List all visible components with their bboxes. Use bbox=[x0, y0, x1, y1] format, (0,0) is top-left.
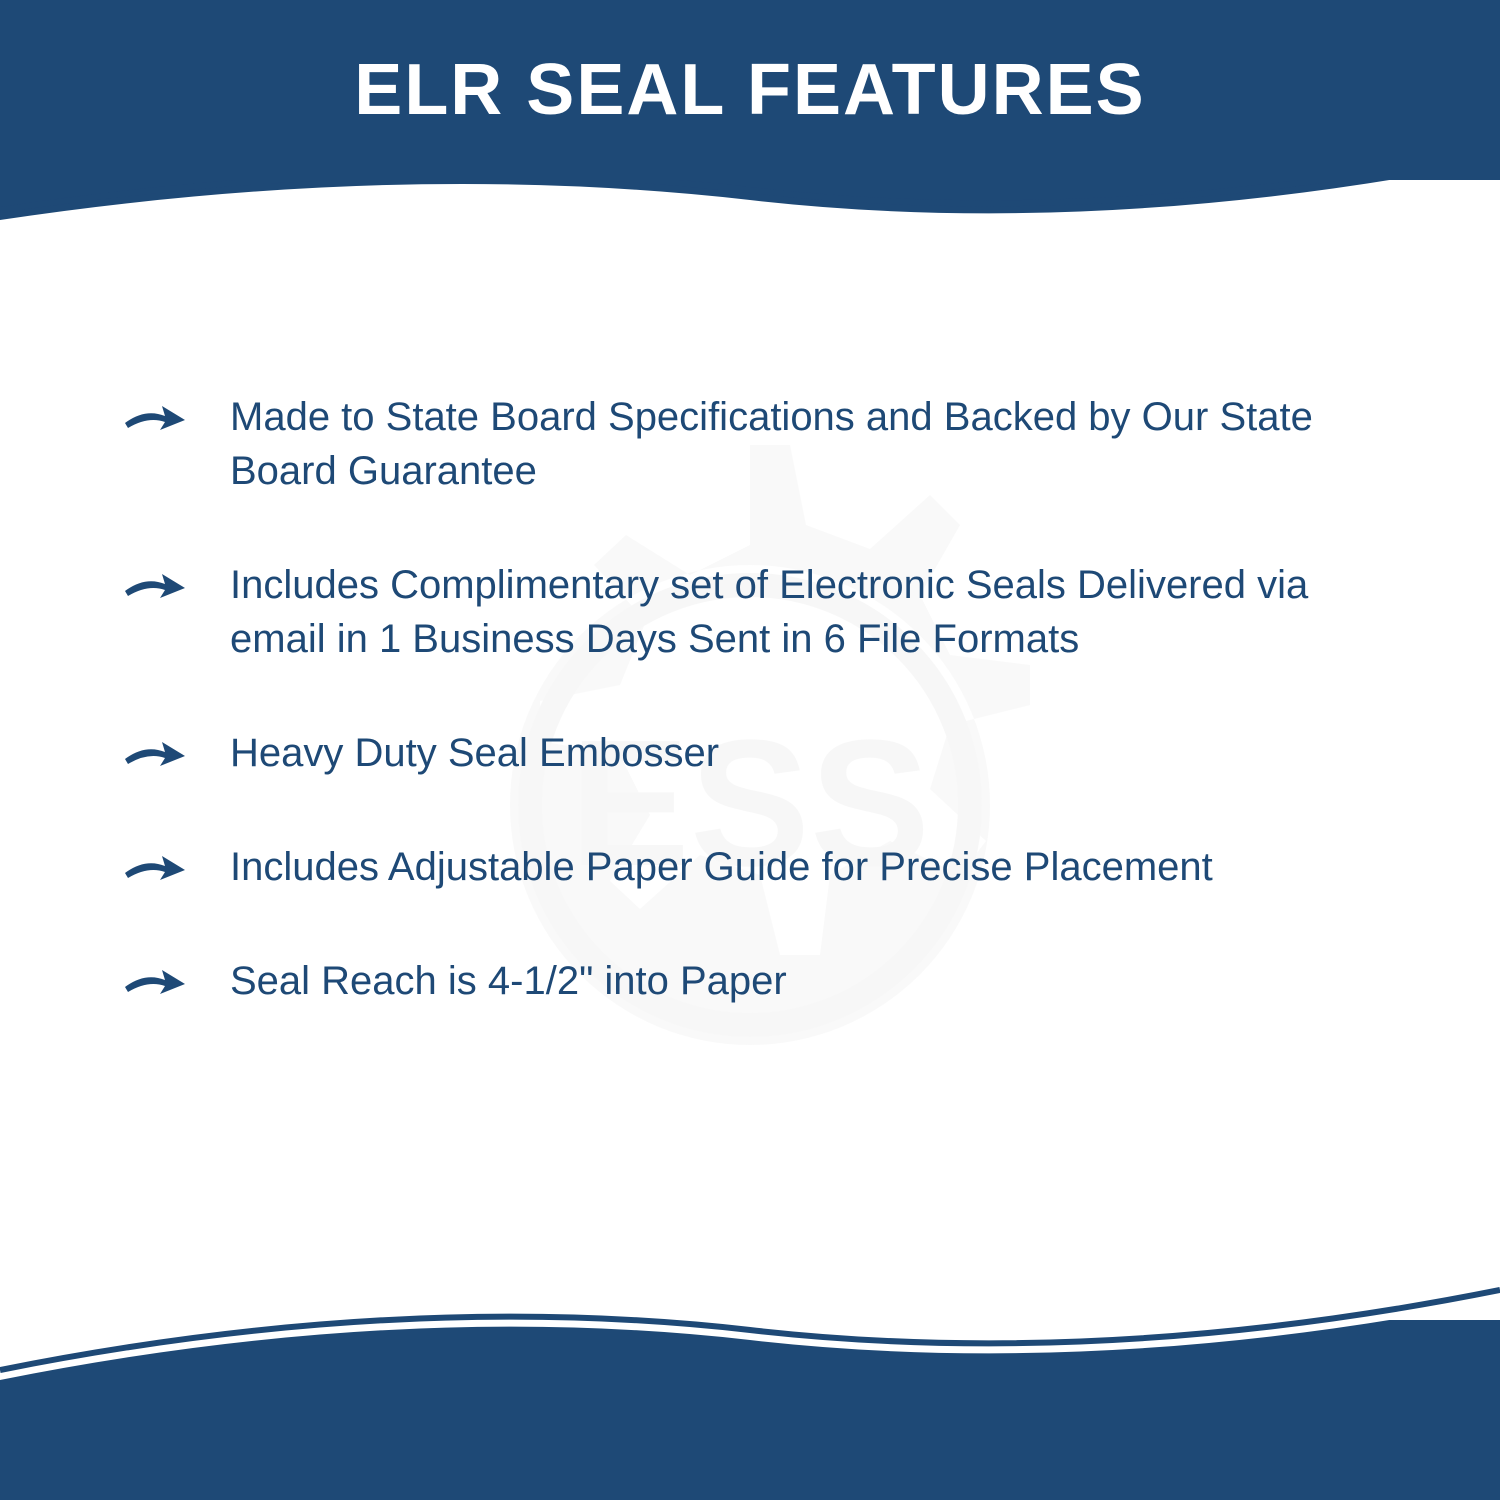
arrow-right-icon bbox=[120, 848, 190, 888]
feature-item: Includes Adjustable Paper Guide for Prec… bbox=[120, 840, 1380, 894]
header: ELR SEAL FEATURES bbox=[0, 0, 1500, 180]
feature-item: Made to State Board Specifications and B… bbox=[120, 390, 1380, 498]
feature-item: Heavy Duty Seal Embosser bbox=[120, 726, 1380, 780]
feature-text: Made to State Board Specifications and B… bbox=[230, 390, 1380, 498]
bottom-wave-decoration bbox=[0, 1200, 1500, 1400]
page-title: ELR SEAL FEATURES bbox=[354, 49, 1145, 131]
content-area: ESS Made to State Board Specifications a… bbox=[0, 280, 1500, 1330]
feature-text: Seal Reach is 4-1/2" into Paper bbox=[230, 954, 787, 1008]
arrow-right-icon bbox=[120, 566, 190, 606]
feature-item: Seal Reach is 4-1/2" into Paper bbox=[120, 954, 1380, 1008]
arrow-right-icon bbox=[120, 398, 190, 438]
features-list: Made to State Board Specifications and B… bbox=[120, 360, 1380, 1008]
arrow-right-icon bbox=[120, 734, 190, 774]
feature-text: Heavy Duty Seal Embosser bbox=[230, 726, 719, 780]
feature-text: Includes Adjustable Paper Guide for Prec… bbox=[230, 840, 1213, 894]
arrow-right-icon bbox=[120, 962, 190, 1002]
feature-item: Includes Complimentary set of Electronic… bbox=[120, 558, 1380, 666]
feature-text: Includes Complimentary set of Electronic… bbox=[230, 558, 1380, 666]
